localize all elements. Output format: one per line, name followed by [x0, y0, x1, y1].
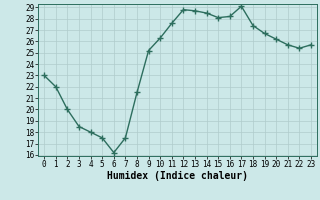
X-axis label: Humidex (Indice chaleur): Humidex (Indice chaleur): [107, 171, 248, 181]
